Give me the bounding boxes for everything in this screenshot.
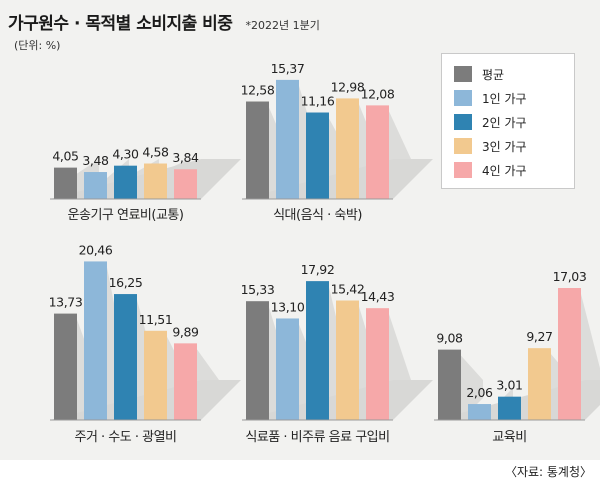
bar <box>276 318 299 420</box>
value-label: 12,58 <box>241 83 275 98</box>
value-label: 9,08 <box>436 331 463 346</box>
bar-shadow <box>461 355 483 420</box>
chart-title: 가구원수 · 목적별 소비지출 비중 <box>8 14 233 34</box>
bar <box>336 98 359 199</box>
bar <box>54 313 77 420</box>
chart-canvas: 4,05 3,48 4,30 4,58 3,84 운송기구 연료비(교통) 12,58 15,… <box>49 61 600 445</box>
bar <box>246 301 269 420</box>
legend-swatch <box>454 138 472 154</box>
bar <box>144 163 167 199</box>
legend-swatch <box>454 114 472 130</box>
category-label: 식료품 · 비주류 음료 구입비 <box>245 430 389 445</box>
bar-shadow <box>389 111 411 199</box>
value-label: 15,37 <box>271 61 305 76</box>
bar <box>114 294 137 420</box>
category-label: 운송기구 연료비(교통) <box>68 208 184 223</box>
category-label: 교육비 <box>492 430 526 445</box>
legend-swatch <box>454 66 472 82</box>
value-label: 4,05 <box>52 149 78 164</box>
source-note: 〈자료: 통계청〉 <box>504 465 592 479</box>
value-label: 17,03 <box>553 269 587 284</box>
bar <box>438 349 461 420</box>
legend-label: 2인 가구 <box>482 115 527 130</box>
legend-label: 1인 가구 <box>482 91 527 106</box>
bar <box>84 261 107 420</box>
value-label: 9,89 <box>172 324 199 339</box>
category-label: 주거 · 수도 · 광열비 <box>74 430 176 445</box>
bar <box>306 112 329 199</box>
value-label: 13,10 <box>271 299 305 314</box>
bar <box>276 79 299 199</box>
bar <box>336 300 359 420</box>
value-label: 3,84 <box>172 150 199 165</box>
value-label: 3,48 <box>82 153 109 168</box>
bar <box>558 288 581 420</box>
bar <box>84 172 107 199</box>
value-label: 14,43 <box>361 289 395 304</box>
unit-label: (단위: %) <box>14 39 61 52</box>
bar <box>114 165 137 199</box>
category-label: 식대(음식 · 숙박) <box>273 208 362 223</box>
value-label: 17,92 <box>301 262 335 277</box>
value-label: 13,73 <box>49 295 83 310</box>
value-label: 12,08 <box>361 86 395 101</box>
legend-item: 평균 <box>454 62 574 86</box>
bar <box>144 330 167 420</box>
bar-shadow <box>389 314 411 420</box>
value-label: 20,46 <box>79 242 113 257</box>
legend-item: 2인 가구 <box>454 110 574 134</box>
value-label: 4,58 <box>142 145 169 160</box>
legend-label: 3인 가구 <box>482 139 527 154</box>
bar <box>174 343 197 420</box>
value-label: 15,42 <box>331 281 365 296</box>
bar-shadow <box>197 159 219 199</box>
value-label: 9,27 <box>526 329 552 344</box>
legend-item: 1인 가구 <box>454 86 574 110</box>
value-label: 11,16 <box>301 94 335 109</box>
bar <box>174 169 197 199</box>
bar <box>54 167 77 199</box>
bar <box>306 281 329 420</box>
title-row: 가구원수 · 목적별 소비지출 비중 *2022년 1분기 <box>8 9 320 34</box>
legend-item: 4인 가구 <box>454 158 574 182</box>
bar <box>468 404 491 420</box>
legend-label: 4인 가구 <box>482 163 527 178</box>
legend: 평균 1인 가구 2인 가구 3인 가구 4인 가구 <box>441 53 575 189</box>
bar <box>528 348 551 420</box>
value-label: 16,25 <box>109 275 143 290</box>
legend-swatch <box>454 90 472 106</box>
legend-label: 평균 <box>482 67 505 82</box>
bar <box>366 105 389 199</box>
legend-swatch <box>454 162 472 178</box>
value-label: 2,06 <box>466 385 493 400</box>
period-note: *2022년 1분기 <box>245 19 320 32</box>
bar-shadow <box>197 349 219 420</box>
bar <box>366 308 389 420</box>
value-label: 11,51 <box>139 312 173 327</box>
value-label: 15,33 <box>241 282 275 297</box>
value-label: 3,01 <box>496 378 522 393</box>
bar <box>498 396 521 420</box>
value-label: 12,98 <box>331 79 365 94</box>
bar-shadow <box>581 294 600 420</box>
bar <box>246 101 269 199</box>
value-label: 4,30 <box>112 147 139 162</box>
legend-item: 3인 가구 <box>454 134 574 158</box>
